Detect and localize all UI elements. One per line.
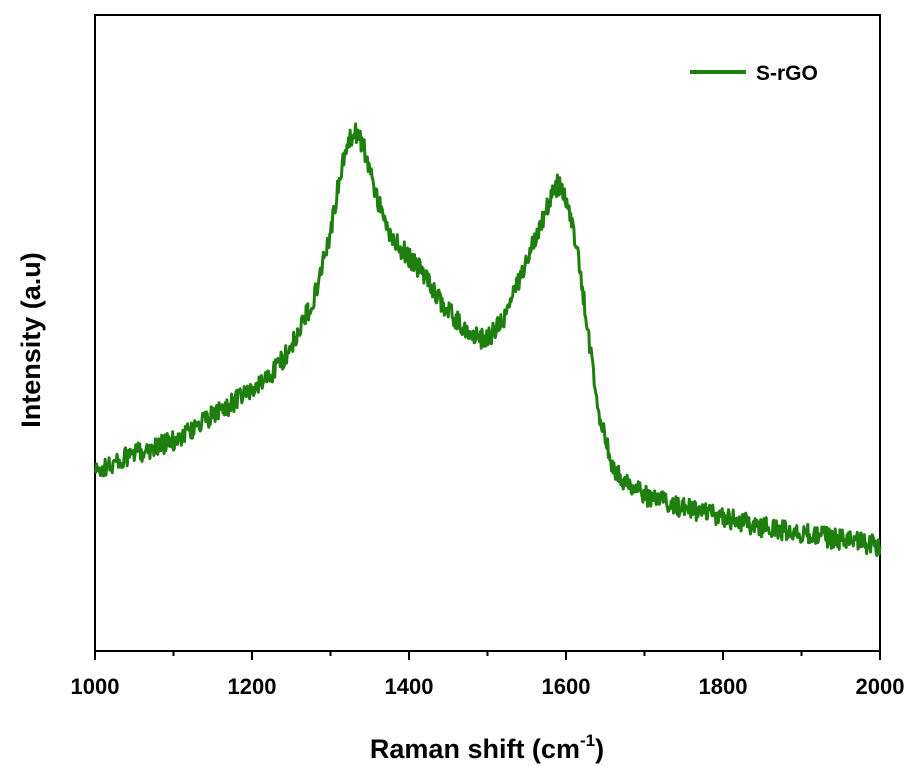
x-tick-label: 1800 [699,674,748,699]
legend: S-rGO [690,62,818,85]
y-axis-title: Intensity (a.u) [16,252,46,428]
x-tick-label: 1600 [542,674,591,699]
x-axis-tick-labels: 1000 1200 1400 1600 1800 2000 [71,674,905,699]
legend-label-s-rgo: S-rGO [756,62,818,85]
x-axis-title-superscript: -1 [580,731,595,750]
x-tick-label: 1200 [228,674,277,699]
x-axis-title-main: Raman shift (cm [370,734,580,764]
series-line-s-rgo [93,122,882,557]
x-axis-title-close: ) [595,734,604,764]
x-tick-label: 1000 [71,674,120,699]
x-tick-label: 2000 [856,674,905,699]
x-tick-label: 1400 [385,674,434,699]
series-layer [93,122,882,557]
x-axis-ticks [94,651,881,660]
x-axis-title: Raman shift (cm-1) [370,731,604,764]
